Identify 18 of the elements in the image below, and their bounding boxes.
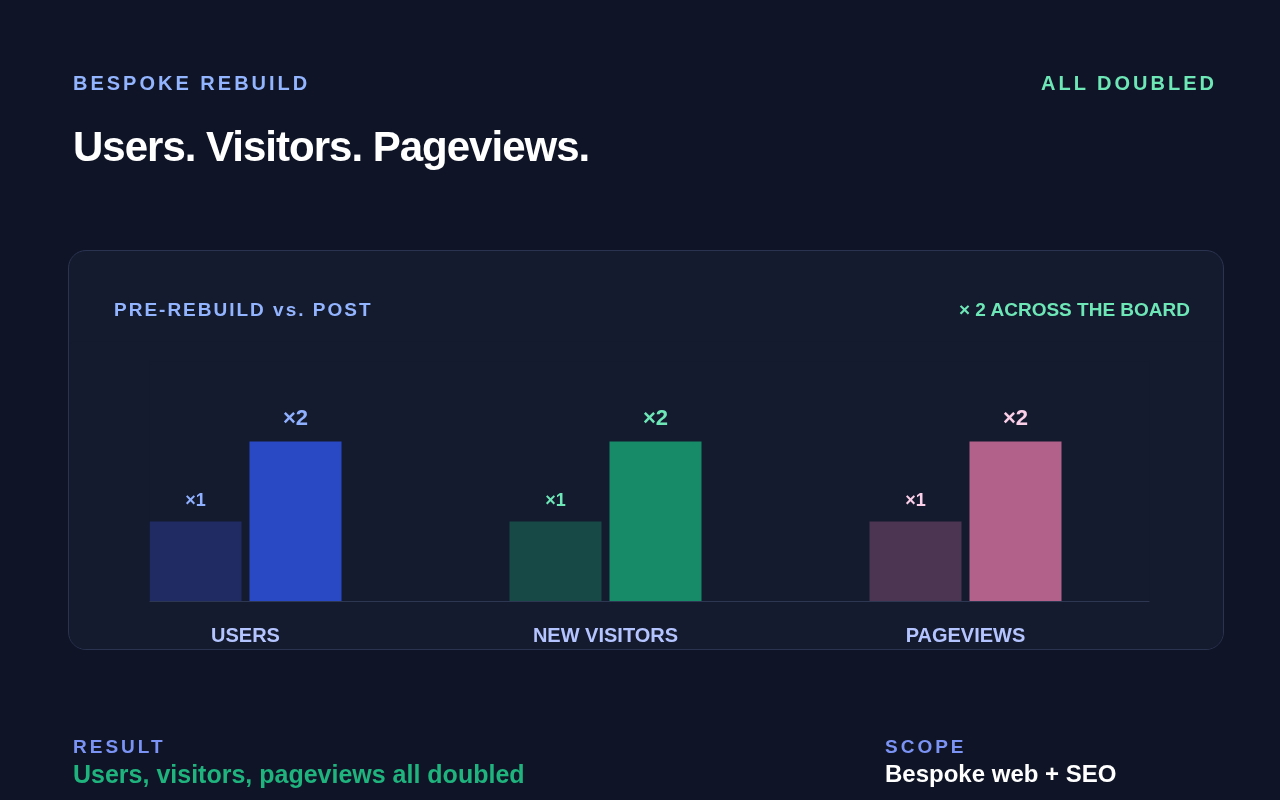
data-label: ×1 [185, 489, 206, 510]
text: SCOPE [885, 735, 967, 759]
chart-title: Users. Visitors. Pageviews. [73, 122, 590, 172]
data-label: ×2 [642, 404, 669, 430]
x-tick-label: USERS [211, 623, 280, 646]
chart-subtitle: BESPOKE REBUILD [73, 72, 311, 94]
data-label: ×2 [1002, 404, 1029, 430]
data-label: ×2 [282, 404, 309, 430]
text: ALL DOUBLED [1041, 71, 1217, 96]
data-label: ×1 [905, 489, 926, 510]
text: Users, visitors, pageviews all doubled [73, 759, 525, 790]
text: × 2 ACROSS THE BOARD [958, 298, 1190, 322]
x-tick-label: PAGEVIEWS [905, 623, 1026, 646]
text: PRE-REBUILD vs. POST [114, 299, 373, 320]
text: RESULT [73, 735, 166, 759]
text: Bespoke web + SEO [885, 759, 1117, 789]
data-label: ×1 [545, 489, 566, 510]
x-tick-label: NEW VISITORS [532, 623, 679, 646]
